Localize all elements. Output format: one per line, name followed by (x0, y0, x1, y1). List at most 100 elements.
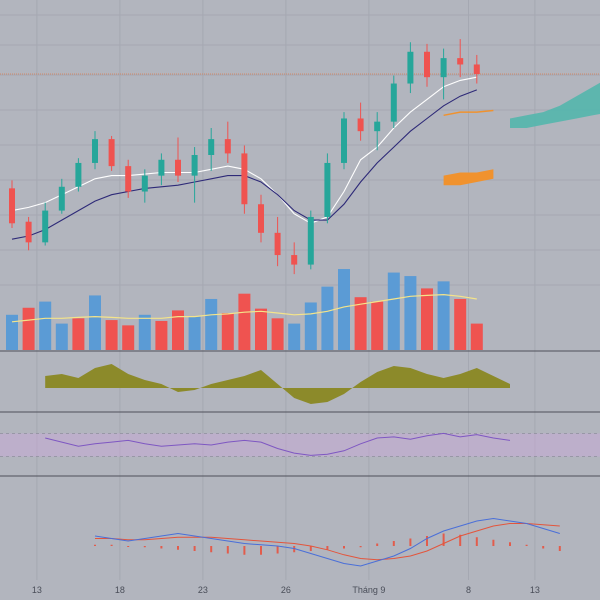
future-line (443, 109, 494, 117)
candle (191, 147, 198, 203)
candle-body (291, 255, 298, 265)
candle-body (341, 118, 347, 163)
candle-body (241, 153, 248, 205)
candle (75, 158, 82, 192)
grid-lines (0, 0, 600, 580)
volume-bar (338, 269, 350, 350)
oscillator-pane[interactable] (45, 364, 510, 404)
candle (407, 42, 414, 94)
candle (291, 242, 298, 275)
volume-bar (72, 318, 85, 350)
volume-bar (188, 316, 201, 350)
macd-pane[interactable] (94, 517, 561, 567)
candle (241, 145, 248, 214)
macd-hist-bar (160, 546, 163, 549)
volume-bar (404, 276, 417, 350)
macd-hist-bar (409, 538, 412, 546)
candle-body (258, 204, 264, 233)
candle (92, 131, 98, 170)
x-tick-label: 23 (198, 585, 208, 595)
candle-body (224, 139, 231, 154)
volume-bar (221, 313, 234, 350)
x-tick-label: 8 (466, 585, 471, 595)
volume-bar (22, 307, 35, 350)
candle-body (92, 139, 98, 163)
volume-bar (6, 314, 18, 350)
candle (208, 128, 215, 171)
macd-hist-bar (558, 546, 561, 551)
candle-body (307, 216, 314, 265)
price-pane[interactable] (0, 39, 600, 350)
volume-bar (304, 302, 317, 350)
candle (324, 153, 331, 224)
candle-body (374, 121, 381, 132)
candle-body (9, 188, 15, 224)
volume-ma-line (11, 293, 477, 323)
candle (424, 43, 430, 87)
macd-histogram (94, 533, 561, 555)
macd-hist-bar (343, 546, 345, 549)
candle-body (407, 51, 414, 84)
macd-hist-bar (326, 546, 329, 550)
macd-hist-bar (392, 541, 395, 546)
cloud-green (510, 82, 600, 128)
volume-bar (89, 295, 101, 350)
volume-bar (39, 301, 52, 350)
candle (158, 153, 165, 186)
volume-bar (371, 301, 384, 350)
macd-hist-bar (525, 544, 528, 546)
macd-hist-bar (260, 546, 262, 555)
cloud-orange (443, 169, 494, 186)
volume-bar (138, 314, 151, 350)
signal-line (95, 523, 560, 561)
candle (258, 194, 264, 243)
volume-bar (205, 298, 218, 350)
macd-hist-bar (309, 546, 312, 551)
macd-hist-bar (442, 533, 445, 546)
volume-bar (288, 323, 301, 350)
x-tick-label: 26 (281, 585, 291, 595)
candlesticks[interactable] (9, 39, 480, 275)
volume-bar (122, 325, 135, 350)
macd-hist-bar (475, 537, 478, 546)
volume-bar (321, 286, 334, 350)
rsi-line (45, 432, 511, 456)
macd-hist-bar (359, 546, 362, 548)
macd-hist-bar (143, 546, 146, 548)
candle-body (324, 162, 331, 217)
volume-bar (55, 323, 68, 350)
macd-hist-bar (110, 544, 113, 546)
volume-bar (155, 320, 168, 350)
candle-body (274, 232, 281, 256)
candle (42, 202, 49, 246)
ichimoku-cloud (443, 82, 600, 186)
volume-bar (470, 323, 483, 350)
candle-body (42, 210, 49, 243)
x-tick-label: 13 (530, 585, 540, 595)
candle (307, 210, 314, 270)
candle-body (357, 118, 364, 132)
candle (175, 137, 181, 182)
volume-bar (105, 320, 118, 350)
macd-hist-bar (459, 534, 462, 546)
candle (457, 39, 464, 78)
macd-hist-bar (276, 546, 279, 554)
candle (9, 180, 15, 229)
rsi-pane[interactable] (0, 432, 600, 458)
macd-hist-bar (193, 546, 196, 551)
oscillator-area (45, 364, 510, 404)
macd-hist-bar (243, 546, 246, 555)
candle-body (58, 186, 65, 211)
candle (108, 135, 115, 171)
macd-hist-bar (210, 546, 213, 553)
x-tick-label: 18 (115, 585, 125, 595)
volume-bars (6, 269, 483, 350)
candle (125, 159, 132, 198)
volume-bar (437, 281, 450, 350)
macd-hist-bar (293, 546, 296, 553)
volume-bar (238, 293, 251, 350)
volume-bar (172, 310, 184, 350)
macd-hist-bar (226, 546, 229, 554)
